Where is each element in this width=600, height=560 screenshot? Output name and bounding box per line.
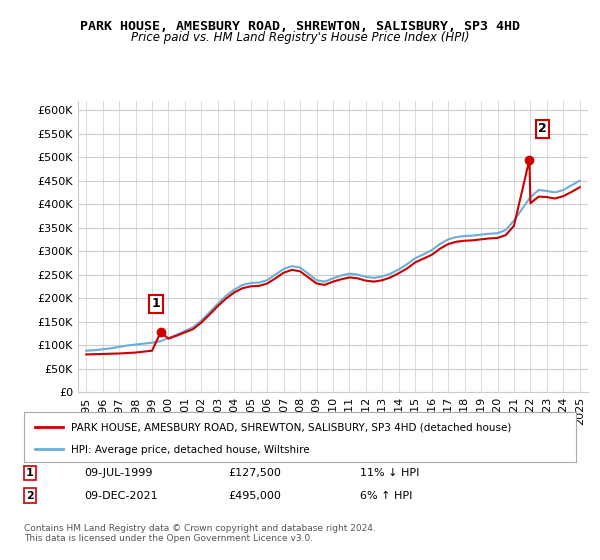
Text: HPI: Average price, detached house, Wiltshire: HPI: Average price, detached house, Wilt… (71, 445, 310, 455)
Text: 11% ↓ HPI: 11% ↓ HPI (360, 468, 419, 478)
Text: 2: 2 (26, 491, 34, 501)
Text: PARK HOUSE, AMESBURY ROAD, SHREWTON, SALISBURY, SP3 4HD: PARK HOUSE, AMESBURY ROAD, SHREWTON, SAL… (80, 20, 520, 32)
Text: 1: 1 (151, 297, 160, 310)
Text: 09-JUL-1999: 09-JUL-1999 (84, 468, 152, 478)
Text: 6% ↑ HPI: 6% ↑ HPI (360, 491, 412, 501)
Text: PARK HOUSE, AMESBURY ROAD, SHREWTON, SALISBURY, SP3 4HD (detached house): PARK HOUSE, AMESBURY ROAD, SHREWTON, SAL… (71, 423, 511, 433)
Text: £495,000: £495,000 (228, 491, 281, 501)
Text: 09-DEC-2021: 09-DEC-2021 (84, 491, 158, 501)
Text: £127,500: £127,500 (228, 468, 281, 478)
Text: 1: 1 (26, 468, 34, 478)
Text: Contains HM Land Registry data © Crown copyright and database right 2024.
This d: Contains HM Land Registry data © Crown c… (24, 524, 376, 543)
Text: Price paid vs. HM Land Registry's House Price Index (HPI): Price paid vs. HM Land Registry's House … (131, 31, 469, 44)
Text: 2: 2 (538, 123, 547, 136)
